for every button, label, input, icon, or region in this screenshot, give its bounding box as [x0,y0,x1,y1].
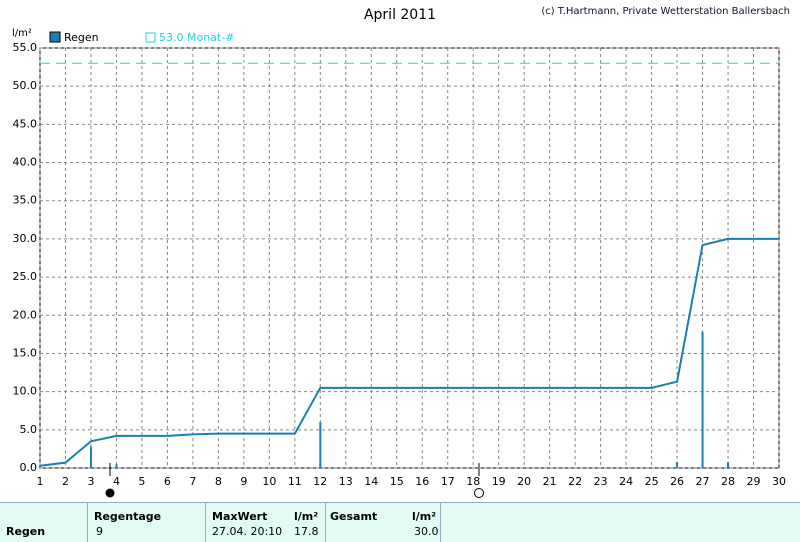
x-tick-label: 15 [390,475,404,488]
chart-title: April 2011 [364,7,436,23]
x-tick-label: 25 [645,475,659,488]
y-tick-label: 5.0 [20,423,38,436]
bar [676,461,679,468]
x-tick-label: 30 [772,475,786,488]
y-tick-label: 30.0 [13,232,38,245]
y-tick-label: 25.0 [13,270,38,283]
x-tick-label: 26 [670,475,684,488]
y-tick-label: 10.0 [13,385,38,398]
x-tick-label: 21 [543,475,557,488]
x-tick-label: 19 [492,475,506,488]
x-tick-label: 22 [568,475,582,488]
bar [727,461,730,468]
x-tick-label: 4 [113,475,120,488]
full-moon [474,488,484,498]
x-tick-label: 18 [466,475,480,488]
x-tick-label: 13 [339,475,353,488]
legend-swatch [145,32,156,43]
plot-frame [39,47,780,469]
x-tick-label: 29 [747,475,761,488]
value: 30.0 [414,525,439,538]
x-tick-label: 3 [87,475,94,488]
unit: l/m² [412,510,437,523]
legend-label: 53.0 Monat-# [159,31,234,44]
new-moon [105,488,115,498]
x-tick-label: 14 [364,475,378,488]
table-cell: Gesamt l/m² 30.0 [326,503,441,542]
line [39,237,779,467]
x-tick-label: 5 [138,475,145,488]
header: Regentage [94,510,162,523]
row-label: Regen [6,525,46,538]
legend-swatch [49,31,61,43]
credit: (c) T.Hartmann, Private Wetterstation Ba… [541,6,790,17]
x-tick-label: 2 [62,475,69,488]
x-tick-label: 24 [619,475,633,488]
x-tick-label: 10 [262,475,276,488]
x-tick-label: 20 [517,475,531,488]
x-tick-label: 9 [240,475,247,488]
x-tick-label: 12 [313,475,327,488]
header: MaxWert [212,510,268,523]
y-tick-label: 40.0 [13,156,38,169]
x-tick-label: 11 [288,475,302,488]
x-tick-label: 23 [594,475,608,488]
unit: l/m² [294,510,319,523]
legend-label: Regen [64,31,99,44]
y-tick-label: 50.0 [13,79,38,92]
x-tick-label: 28 [721,475,735,488]
bar [701,332,704,468]
y-tick-label: 15.0 [13,346,38,359]
x-tick-label: 16 [415,475,429,488]
table-cell: Regen [0,503,88,542]
y-axis-label: l/m² [12,28,32,39]
x-tick-label: 7 [189,475,196,488]
summary-table: Regen Regentage 9 MaxWert l/m² 27.04. 20:10… [0,502,800,542]
x-tick-label: 6 [164,475,171,488]
bar [89,446,92,468]
bar [115,464,118,468]
table-cell: Regentage 9 [88,503,206,542]
value: 9 [96,525,103,538]
y-tick-label: 55.0 [13,41,38,54]
y-tick-label: 0.0 [20,461,38,474]
x-tick-label: 1 [37,475,44,488]
x-tick-label: 8 [215,475,222,488]
y-tick-label: 20.0 [13,308,38,321]
y-tick-label: 45.0 [13,117,38,130]
value: 27.04. 20:10 [212,525,283,538]
value: 17.8 [294,525,319,538]
table-cell: MaxWert l/m² 27.04. 20:10 17.8 [206,503,326,542]
x-tick-label: 17 [441,475,455,488]
y-tick-label: 35.0 [13,194,38,207]
chart: April 2011 (c) T.Hartmann, Private Wette… [12,6,790,498]
header: Gesamt [330,510,378,523]
bar [319,422,322,468]
x-tick-label: 27 [696,475,710,488]
